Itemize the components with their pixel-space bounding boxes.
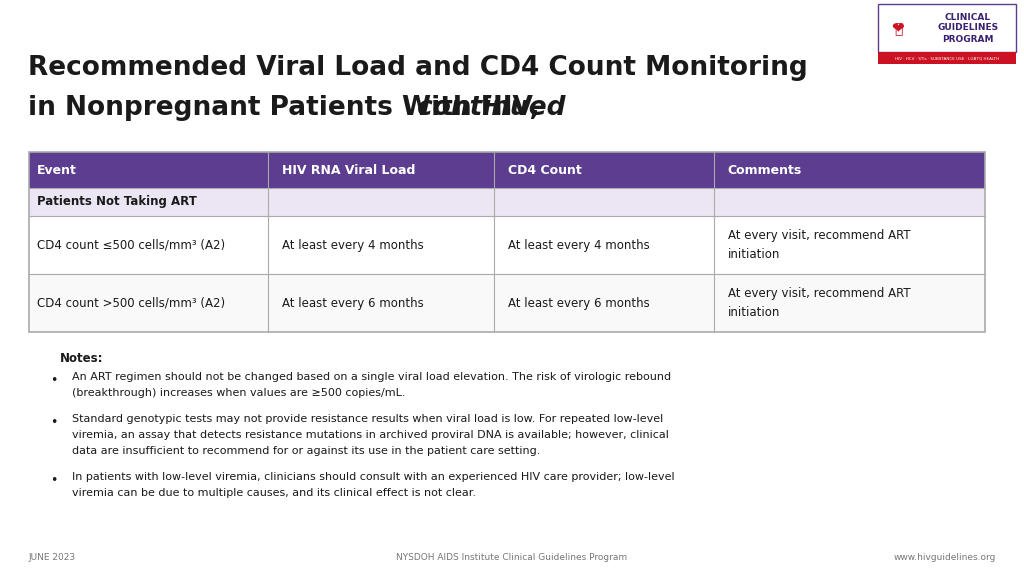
- FancyBboxPatch shape: [880, 6, 916, 50]
- Text: At every visit, recommend ART: At every visit, recommend ART: [728, 287, 910, 301]
- Text: An ART regimen should not be changed based on a single viral load elevation. The: An ART regimen should not be changed bas…: [72, 372, 671, 382]
- Text: in Nonpregnant Patients With HIV,: in Nonpregnant Patients With HIV,: [28, 95, 540, 121]
- Bar: [29, 152, 985, 188]
- Text: Patients Not Taking ART: Patients Not Taking ART: [37, 195, 197, 209]
- Text: Event: Event: [37, 164, 77, 176]
- Bar: [29, 188, 985, 216]
- Text: viremia can be due to multiple causes, and its clinical effect is not clear.: viremia can be due to multiple causes, a…: [72, 488, 476, 498]
- Text: viremia, an assay that detects resistance mutations in archived proviral DNA is : viremia, an assay that detects resistanc…: [72, 430, 669, 440]
- Text: Notes:: Notes:: [60, 352, 103, 365]
- Text: At every visit, recommend ART: At every visit, recommend ART: [728, 229, 910, 242]
- Text: NYSDOH AIDS Institute Clinical Guidelines Program: NYSDOH AIDS Institute Clinical Guideline…: [396, 554, 628, 563]
- Bar: [29, 216, 985, 274]
- Text: Recommended Viral Load and CD4 Count Monitoring: Recommended Viral Load and CD4 Count Mon…: [28, 55, 808, 81]
- Text: In patients with low-level viremia, clinicians should consult with an experience: In patients with low-level viremia, clin…: [72, 472, 675, 482]
- Text: HIV RNA Viral Load: HIV RNA Viral Load: [283, 164, 416, 176]
- Bar: [29, 274, 985, 332]
- Text: ❤: ❤: [892, 21, 904, 36]
- Text: Comments: Comments: [728, 164, 802, 176]
- FancyBboxPatch shape: [878, 4, 1016, 52]
- Text: PROGRAM: PROGRAM: [942, 35, 993, 44]
- Text: CD4 count >500 cells/mm³ (A2): CD4 count >500 cells/mm³ (A2): [37, 297, 225, 309]
- Text: 🎀: 🎀: [894, 22, 902, 36]
- Text: •: •: [50, 416, 57, 429]
- Text: data are insufficient to recommend for or against its use in the patient care se: data are insufficient to recommend for o…: [72, 446, 541, 456]
- Text: (breakthrough) increases when values are ≥500 copies/mL.: (breakthrough) increases when values are…: [72, 388, 406, 398]
- Text: www.hivguidelines.org: www.hivguidelines.org: [894, 554, 996, 563]
- Text: •: •: [50, 474, 57, 487]
- Bar: [29, 152, 985, 332]
- Text: •: •: [50, 374, 57, 387]
- Text: HIV · HCV · STIs · SUBSTANCE USE · LGBTQ HEALTH: HIV · HCV · STIs · SUBSTANCE USE · LGBTQ…: [895, 56, 999, 60]
- FancyBboxPatch shape: [878, 52, 1016, 64]
- Text: At least every 6 months: At least every 6 months: [283, 297, 424, 309]
- Text: initiation: initiation: [728, 305, 780, 319]
- Text: CD4 count ≤500 cells/mm³ (A2): CD4 count ≤500 cells/mm³ (A2): [37, 238, 225, 252]
- Text: CD4 Count: CD4 Count: [508, 164, 582, 176]
- Text: At least every 4 months: At least every 4 months: [508, 238, 649, 252]
- Text: GUIDELINES: GUIDELINES: [937, 24, 998, 32]
- Text: At least every 4 months: At least every 4 months: [283, 238, 424, 252]
- Text: JUNE 2023: JUNE 2023: [28, 554, 75, 563]
- Text: At least every 6 months: At least every 6 months: [508, 297, 649, 309]
- Text: Standard genotypic tests may not provide resistance results when viral load is l: Standard genotypic tests may not provide…: [72, 414, 664, 424]
- Text: CLINICAL: CLINICAL: [945, 13, 991, 21]
- Text: continued: continued: [408, 95, 565, 121]
- Text: initiation: initiation: [728, 248, 780, 260]
